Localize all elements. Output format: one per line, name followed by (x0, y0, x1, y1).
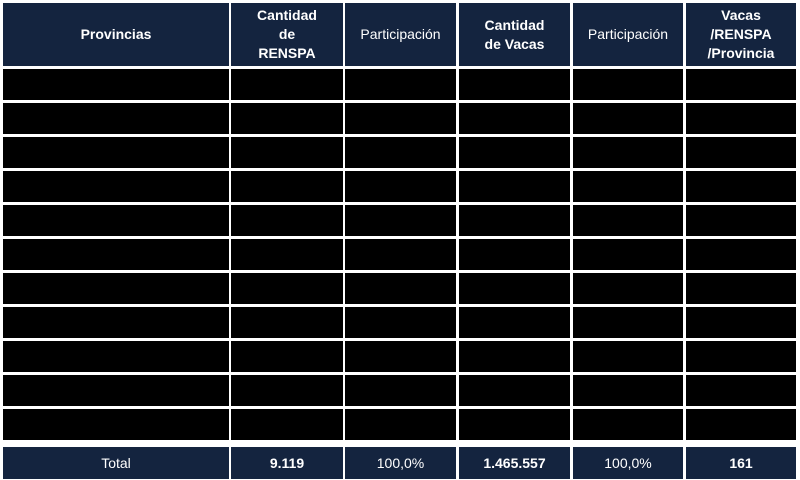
cell-part1 (345, 69, 456, 100)
cell-part1 (345, 137, 456, 168)
cell-ratio (686, 137, 796, 168)
cell-renspa (231, 375, 343, 406)
total-renspa: 9.119 (231, 447, 343, 479)
header-provincias: Provincias (3, 3, 229, 66)
cell-vacas (459, 69, 570, 100)
cell-provincia (3, 239, 229, 270)
cell-part1 (345, 103, 456, 134)
cell-part2 (573, 273, 683, 304)
cell-part2 (573, 103, 683, 134)
total-participacion-vacas: 100,0% (573, 447, 683, 479)
header-cantidad-renspa: Cantidad de RENSPA (231, 3, 343, 66)
cell-renspa (231, 307, 343, 338)
cell-vacas (459, 239, 570, 270)
cell-provincia (3, 69, 229, 100)
cell-renspa (231, 103, 343, 134)
cell-renspa (231, 409, 343, 440)
cell-part2 (573, 375, 683, 406)
cell-vacas (459, 307, 570, 338)
header-cantidad-vacas: Cantidad de Vacas (459, 3, 570, 66)
cell-renspa (231, 273, 343, 304)
cell-renspa (231, 341, 343, 372)
cell-provincia (3, 103, 229, 134)
cell-part2 (573, 341, 683, 372)
cell-provincia (3, 137, 229, 168)
cell-ratio (686, 307, 796, 338)
cell-ratio (686, 171, 796, 202)
cell-part2 (573, 205, 683, 236)
cell-ratio (686, 103, 796, 134)
cell-part1 (345, 239, 456, 270)
cell-vacas (459, 103, 570, 134)
total-vacas-renspa: 161 (686, 447, 796, 479)
cell-vacas (459, 205, 570, 236)
cell-ratio (686, 273, 796, 304)
cell-renspa (231, 137, 343, 168)
cell-provincia (3, 273, 229, 304)
cell-ratio (686, 409, 796, 440)
cell-part1 (345, 375, 456, 406)
cell-renspa (231, 239, 343, 270)
cell-part2 (573, 409, 683, 440)
cell-vacas (459, 409, 570, 440)
cell-part2 (573, 239, 683, 270)
cell-provincia (3, 171, 229, 202)
cell-part1 (345, 307, 456, 338)
cell-ratio (686, 341, 796, 372)
header-vacas-renspa-provincia: Vacas /RENSPA /Provincia (686, 3, 796, 66)
cell-part1 (345, 341, 456, 372)
cell-ratio (686, 69, 796, 100)
cell-part2 (573, 137, 683, 168)
cell-part1 (345, 409, 456, 440)
cell-provincia (3, 205, 229, 236)
cell-part2 (573, 307, 683, 338)
cell-provincia (3, 375, 229, 406)
cell-part1 (345, 273, 456, 304)
cell-part1 (345, 171, 456, 202)
cell-part2 (573, 69, 683, 100)
cell-part2 (573, 171, 683, 202)
cell-ratio (686, 205, 796, 236)
total-participacion-renspa: 100,0% (345, 447, 456, 479)
cell-vacas (459, 137, 570, 168)
cell-vacas (459, 375, 570, 406)
cell-renspa (231, 69, 343, 100)
header-participacion-vacas: Participación (573, 3, 683, 66)
cell-vacas (459, 171, 570, 202)
cell-part1 (345, 205, 456, 236)
cell-renspa (231, 171, 343, 202)
cell-renspa (231, 205, 343, 236)
cell-provincia (3, 409, 229, 440)
cell-vacas (459, 273, 570, 304)
total-label: Total (3, 447, 229, 479)
cell-ratio (686, 375, 796, 406)
cell-provincia (3, 307, 229, 338)
header-participacion-renspa: Participación (345, 3, 456, 66)
cell-ratio (686, 239, 796, 270)
cell-vacas (459, 341, 570, 372)
cell-provincia (3, 341, 229, 372)
total-vacas: 1.465.557 (459, 447, 570, 479)
